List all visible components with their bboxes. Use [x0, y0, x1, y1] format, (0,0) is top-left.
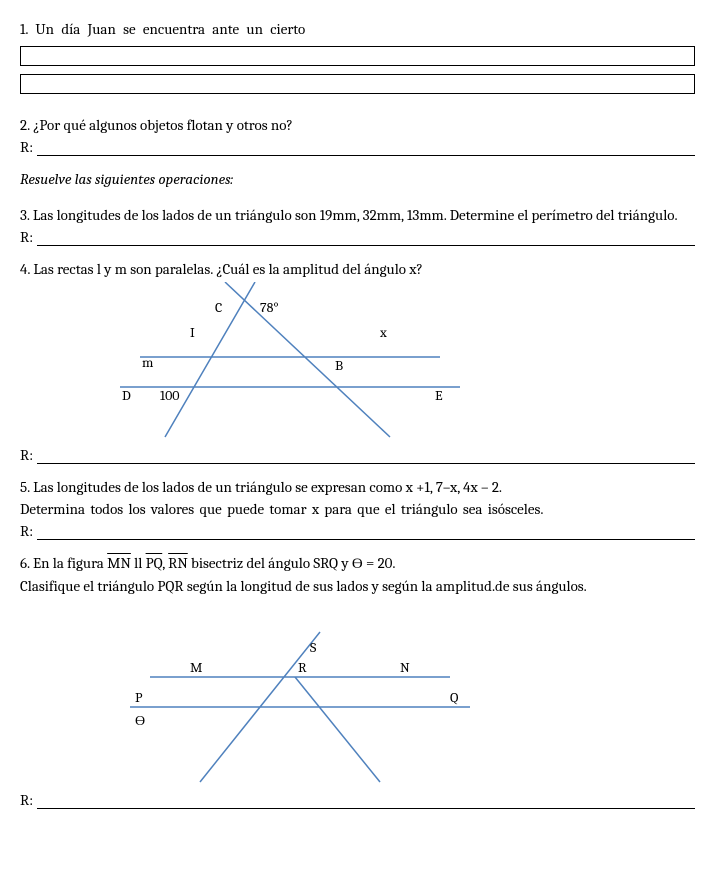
- q4-label-100: 100: [160, 387, 180, 404]
- q4-label-m: m: [142, 354, 154, 371]
- q6-mn: MN: [107, 554, 131, 572]
- q4-label-78: 78°: [260, 299, 279, 316]
- q5-answer-line[interactable]: R:: [20, 522, 695, 540]
- q5-r-label: R:: [20, 522, 33, 540]
- q6-label-theta: Ө: [135, 712, 145, 729]
- q2-r-label: R:: [20, 138, 33, 156]
- q1-answer-box-2[interactable]: [20, 74, 695, 94]
- q4-diagram-svg: C 78° I x m B D 100 E: [80, 282, 500, 442]
- q4-r-label: R:: [20, 446, 33, 464]
- q4-label-b: B: [335, 357, 343, 374]
- q6-diagram-svg: S M R N P Q Ө: [80, 627, 500, 787]
- q3-r-label: R:: [20, 228, 33, 246]
- q6-r-label: R:: [20, 791, 33, 809]
- q3-answer-line[interactable]: R:: [20, 228, 695, 246]
- q6-line2: Clasifique el triángulo PQR según la lon…: [20, 577, 695, 595]
- q6-ll: ll: [131, 554, 146, 572]
- q6-label-r: R: [298, 659, 307, 676]
- q1-text: 1. Un día Juan se encuentra ante un cier…: [20, 20, 695, 38]
- instructions: Resuelve las siguientes operaciones:: [20, 170, 695, 188]
- q6-label-m: M: [190, 659, 203, 676]
- q1-answer-box-1[interactable]: [20, 46, 695, 66]
- q6-post: bisectriz del ángulo SRQ y Ө = 20.: [188, 554, 396, 572]
- q3-text: 3. Las longitudes de los lados de un tri…: [20, 206, 695, 224]
- q4-label-d: D: [122, 387, 131, 404]
- q6-line1: 6. En la figura MN ll PQ, RN bisectriz d…: [20, 554, 695, 573]
- q4-label-c: C: [215, 299, 222, 316]
- q2-text: 2. ¿Por qué algunos objetos flotan y otr…: [20, 116, 695, 134]
- q4-label-x: x: [379, 324, 387, 341]
- q4-label-e: E: [435, 387, 443, 404]
- q4-text: 4. Las rectas l y m son paralelas. ¿Cuál…: [20, 260, 695, 278]
- q5-line2: Determina todos los valores que puede to…: [20, 500, 695, 518]
- q6-label-s: S: [310, 639, 317, 656]
- q6-rn: RN: [168, 554, 188, 572]
- q6-label-n: N: [400, 659, 410, 676]
- q6-answer-line[interactable]: R:: [20, 791, 695, 809]
- q4-label-i: I: [190, 324, 195, 341]
- q6-pq: PQ: [146, 554, 163, 572]
- q4-answer-line[interactable]: R:: [20, 446, 695, 464]
- q6-diagram: S M R N P Q Ө: [80, 627, 695, 787]
- q2-answer-line[interactable]: R:: [20, 138, 695, 156]
- q5-line1: 5. Las longitudes de los lados de un tri…: [20, 478, 695, 496]
- q6-label-p: P: [135, 689, 143, 706]
- q6-label-q: Q: [450, 689, 459, 706]
- q4-diagram: C 78° I x m B D 100 E: [80, 282, 695, 442]
- q6-pre: 6. En la figura: [20, 554, 107, 572]
